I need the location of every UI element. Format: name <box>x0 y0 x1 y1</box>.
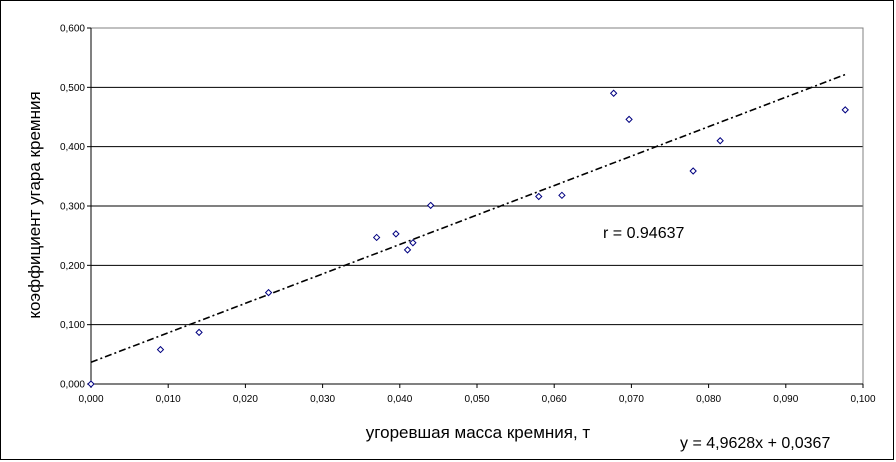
data-points <box>87 89 849 388</box>
data-point <box>535 192 543 201</box>
trendline-equation: y = 4,9628x + 0,0367 <box>680 435 830 452</box>
x-tick-labels: 0,000 0,010 0,020 0,030 0,040 0,050 0,060 0,070… <box>78 394 875 405</box>
data-point <box>716 137 724 145</box>
y-tick-label: 0,500 <box>60 83 85 94</box>
data-point <box>264 288 273 297</box>
trendline <box>90 73 846 363</box>
correlation-label: r = 0.94637 <box>603 225 685 242</box>
x-tick-label: 0,080 <box>696 394 721 405</box>
y-tick-labels: 0,000 0,100 0,200 0,300 0,400 0,500 0,600 <box>60 24 85 391</box>
data-point <box>625 115 633 124</box>
x-tick-label: 0,030 <box>310 394 335 405</box>
y-tick-label: 0,400 <box>60 142 85 153</box>
data-point <box>558 191 566 200</box>
y-tick-label: 0,600 <box>60 24 85 35</box>
data-point <box>409 239 417 247</box>
axes <box>87 27 864 388</box>
y-tick-label: 0,300 <box>60 202 85 213</box>
data-point <box>156 345 165 354</box>
grid-lines <box>91 27 863 326</box>
data-point <box>689 167 697 175</box>
y-tick-label: 0,100 <box>60 320 85 331</box>
x-tick-label: 0,040 <box>387 394 412 405</box>
data-point <box>195 328 203 337</box>
x-tick-label: 0,020 <box>233 394 258 405</box>
data-point <box>841 106 849 114</box>
data-point <box>403 246 412 254</box>
x-tick-label: 0,090 <box>773 394 798 405</box>
trendline-layer <box>90 73 846 363</box>
data-point <box>392 230 400 238</box>
data-point <box>372 233 381 242</box>
data-point <box>87 380 95 388</box>
y-axis-title: коэффициент угара кремния <box>25 91 44 318</box>
x-tick-label: 0,000 <box>78 394 103 405</box>
x-tick-label: 0,100 <box>850 394 875 405</box>
x-tick-label: 0,010 <box>156 394 181 405</box>
data-point <box>426 201 435 210</box>
x-tick-label: 0,050 <box>464 394 489 405</box>
y-tick-label: 0,000 <box>60 380 85 391</box>
x-tick-label: 0,060 <box>542 394 567 405</box>
x-tick-label: 0,070 <box>619 394 644 405</box>
data-point <box>609 89 618 97</box>
y-tick-label: 0,200 <box>60 261 85 272</box>
x-axis-title: угоревшая масса кремния, т <box>366 423 591 442</box>
